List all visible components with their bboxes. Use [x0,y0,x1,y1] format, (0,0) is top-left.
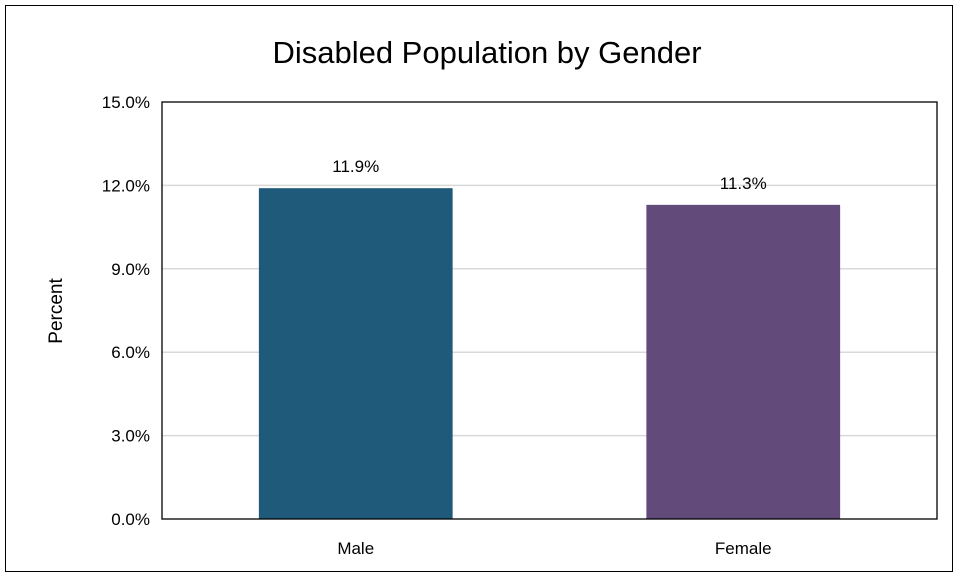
plot-area-border [161,101,938,520]
y-axis-label: Percent [46,278,67,344]
y-tick-label: 12.0% [102,176,150,195]
bar-female [646,204,841,520]
data-label: 11.9% [332,157,379,176]
bar-male [258,188,453,519]
chart-title: Disabled Population by Gender [272,35,701,70]
y-tick-label: 0.0% [111,510,150,529]
y-tick-label: 9.0% [111,260,150,279]
y-tick-label: 15.0% [102,93,150,112]
x-category-label: Female [715,539,772,558]
bars [258,188,841,520]
y-tick-label: 3.0% [111,427,150,446]
x-axis-categories: Male Female [337,539,771,558]
data-labels: 11.9% 11.3% [332,157,766,193]
y-axis-ticks: 0.0% 3.0% 6.0% 9.0% 12.0% 15.0% [102,93,150,529]
x-category-label: Male [337,539,374,558]
y-tick-label: 6.0% [111,343,150,362]
data-label: 11.3% [720,174,767,193]
